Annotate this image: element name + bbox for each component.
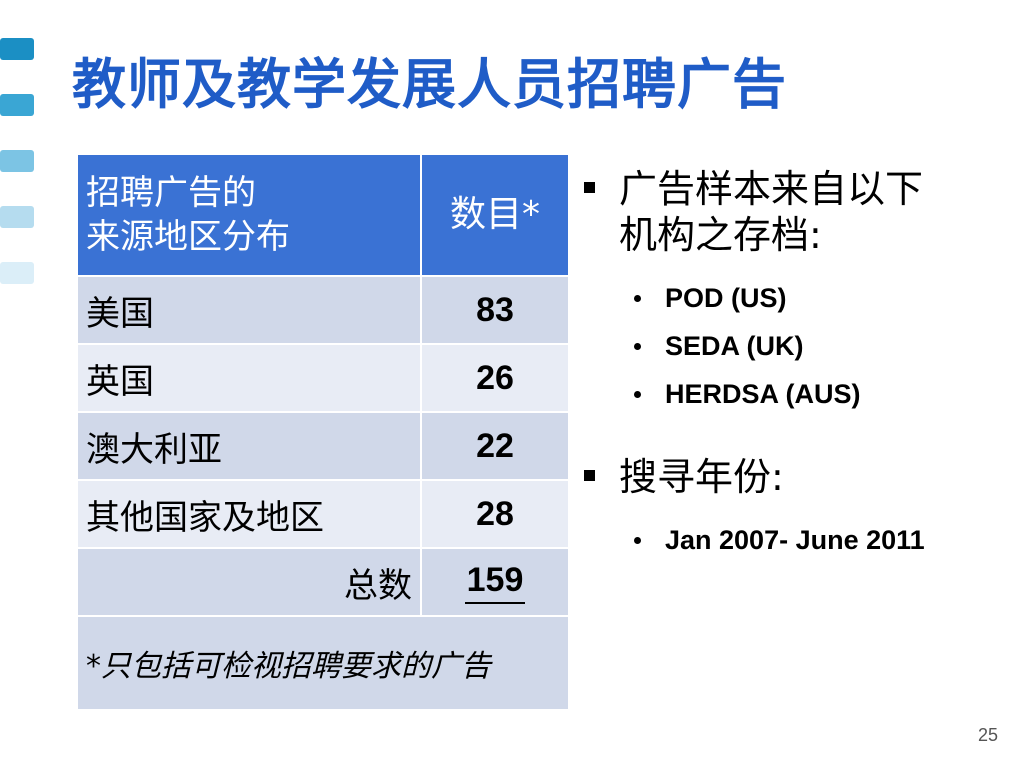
header-region: 招聘广告的 来源地区分布 [76,153,422,277]
header-region-line1: 招聘广告的 [86,173,256,213]
region-cell: 美国 [76,275,422,345]
source-label: POD (US) [665,282,787,313]
deco-square-1 [0,38,34,60]
count-cell: 26 [420,343,570,413]
list-item: Jan 2007- June 2011 [634,516,1004,564]
total-value: 159 [464,560,526,604]
right-column: 广告样本来自以下 机构之存档: POD (US) SEDA (UK) HERDS… [584,166,1004,564]
bullet-years-label: 搜寻年份: [619,455,784,499]
table-header-row: 招聘广告的 来源地区分布 数目* [76,153,570,277]
total-label: 总数 [76,547,422,617]
list-item: HERDSA (AUS) [634,370,1004,418]
list-item: SEDA (UK) [634,322,1004,370]
source-label: SEDA (UK) [665,330,804,361]
count-cell: 28 [420,479,570,549]
deco-square-2 [0,94,34,116]
bullet-years: 搜寻年份: [584,454,1004,500]
count-cell: 22 [420,411,570,481]
dot-bullet-icon [634,342,641,350]
bullet-sources-line2: 机构之存档: [619,213,822,257]
decorative-squares [0,38,36,318]
count-cell: 83 [420,275,570,345]
years-label: Jan 2007- June 2011 [665,524,925,555]
region-cell: 其他国家及地区 [76,479,422,549]
region-cell: 英国 [76,343,422,413]
list-item: POD (US) [634,274,1004,322]
deco-square-5 [0,262,34,284]
source-label: HERDSA (AUS) [665,378,861,409]
total-cell: 159 [420,547,570,617]
region-cell: 澳大利亚 [76,411,422,481]
years-list: Jan 2007- June 2011 [634,516,1004,564]
table-row: 澳大利亚 22 [76,411,570,481]
slide-title: 教师及教学发展人员招聘广告 [72,53,787,116]
deco-square-4 [0,206,34,228]
table-row: 美国 83 [76,275,570,345]
region-table: 招聘广告的 来源地区分布 数目* 美国 83 英国 26 澳大利亚 22 其他国… [76,153,570,711]
dot-bullet-icon [634,294,641,302]
table-note-row: *只包括可检视招聘要求的广告 [76,615,570,711]
square-bullet-icon [584,470,595,481]
table-row: 其他国家及地区 28 [76,479,570,549]
page-number: 25 [977,725,998,745]
table-row: 英国 26 [76,343,570,413]
header-region-line2: 来源地区分布 [86,217,290,257]
bullet-sources-line1: 广告样本来自以下 [619,167,924,211]
dot-bullet-icon [634,390,641,398]
table-total-row: 总数 159 [76,547,570,617]
source-list: POD (US) SEDA (UK) HERDSA (AUS) [634,274,1004,418]
dot-bullet-icon [634,536,641,544]
square-bullet-icon [584,182,595,193]
deco-square-3 [0,150,34,172]
table-note: *只包括可检视招聘要求的广告 [76,615,570,711]
header-count: 数目* [420,153,570,277]
bullet-sources: 广告样本来自以下 机构之存档: [584,166,1004,258]
